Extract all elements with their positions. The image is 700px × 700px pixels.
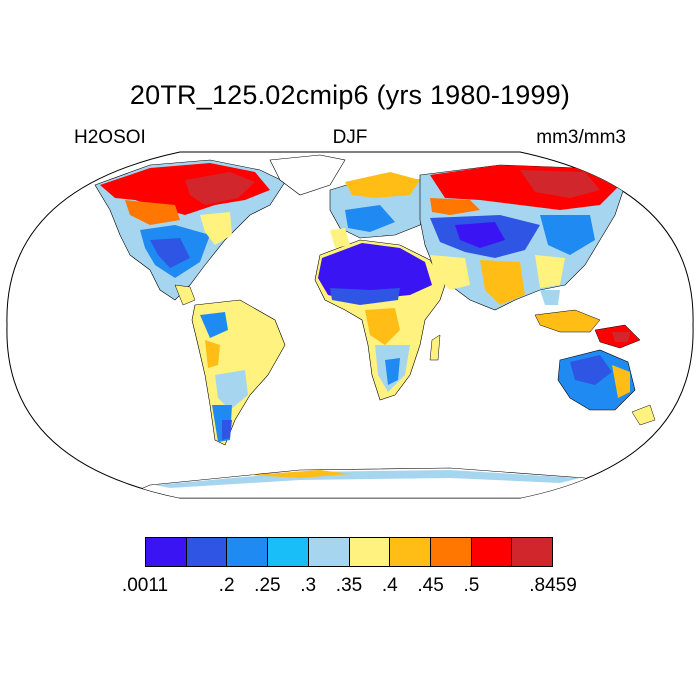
- europe: [329, 172, 431, 248]
- colorbar-swatch-9: [512, 538, 553, 566]
- colorbar-tick-label: .3: [300, 575, 317, 596]
- colorbar-swatch-4: [308, 538, 350, 566]
- colorbar-tick-label: .8459: [529, 575, 577, 596]
- antarctica: [119, 467, 601, 498]
- units-label: mm3/mm3: [536, 127, 626, 148]
- north-america: [94, 154, 346, 306]
- asia: [419, 164, 626, 311]
- colorbar-tick-label: .25: [254, 575, 281, 596]
- colorbar: [145, 537, 553, 567]
- colorbar-swatch-5: [349, 538, 391, 566]
- variable-label: H2OSOI: [74, 127, 146, 148]
- colorbar-tick-label: .5: [463, 575, 480, 596]
- colorbar-swatch-0: [146, 538, 187, 566]
- colorbar-swatch-3: [268, 538, 309, 566]
- colorbar-swatch-6: [390, 538, 431, 566]
- season-label: DJF: [332, 127, 368, 148]
- africa: [314, 239, 446, 401]
- colorbar-swatch-1: [186, 538, 228, 566]
- colorbar-tick-label: .2: [218, 575, 235, 596]
- colorbar-swatch-7: [430, 538, 472, 566]
- colorbar-tick-label: .45: [417, 575, 444, 596]
- colorbar-swatch-2: [227, 538, 269, 566]
- colorbar-tick-label: .0011: [121, 575, 169, 596]
- south-america: [191, 299, 286, 446]
- maritime-continent: [534, 309, 641, 349]
- colorbar-tick-label: .35: [335, 575, 363, 596]
- colorbar-tick-label: .4: [381, 575, 398, 596]
- australia: [557, 349, 656, 426]
- plot-title: 20TR_125.02cmip6 (yrs 1980-1999): [129, 80, 571, 110]
- colorbar-swatch-8: [471, 538, 513, 566]
